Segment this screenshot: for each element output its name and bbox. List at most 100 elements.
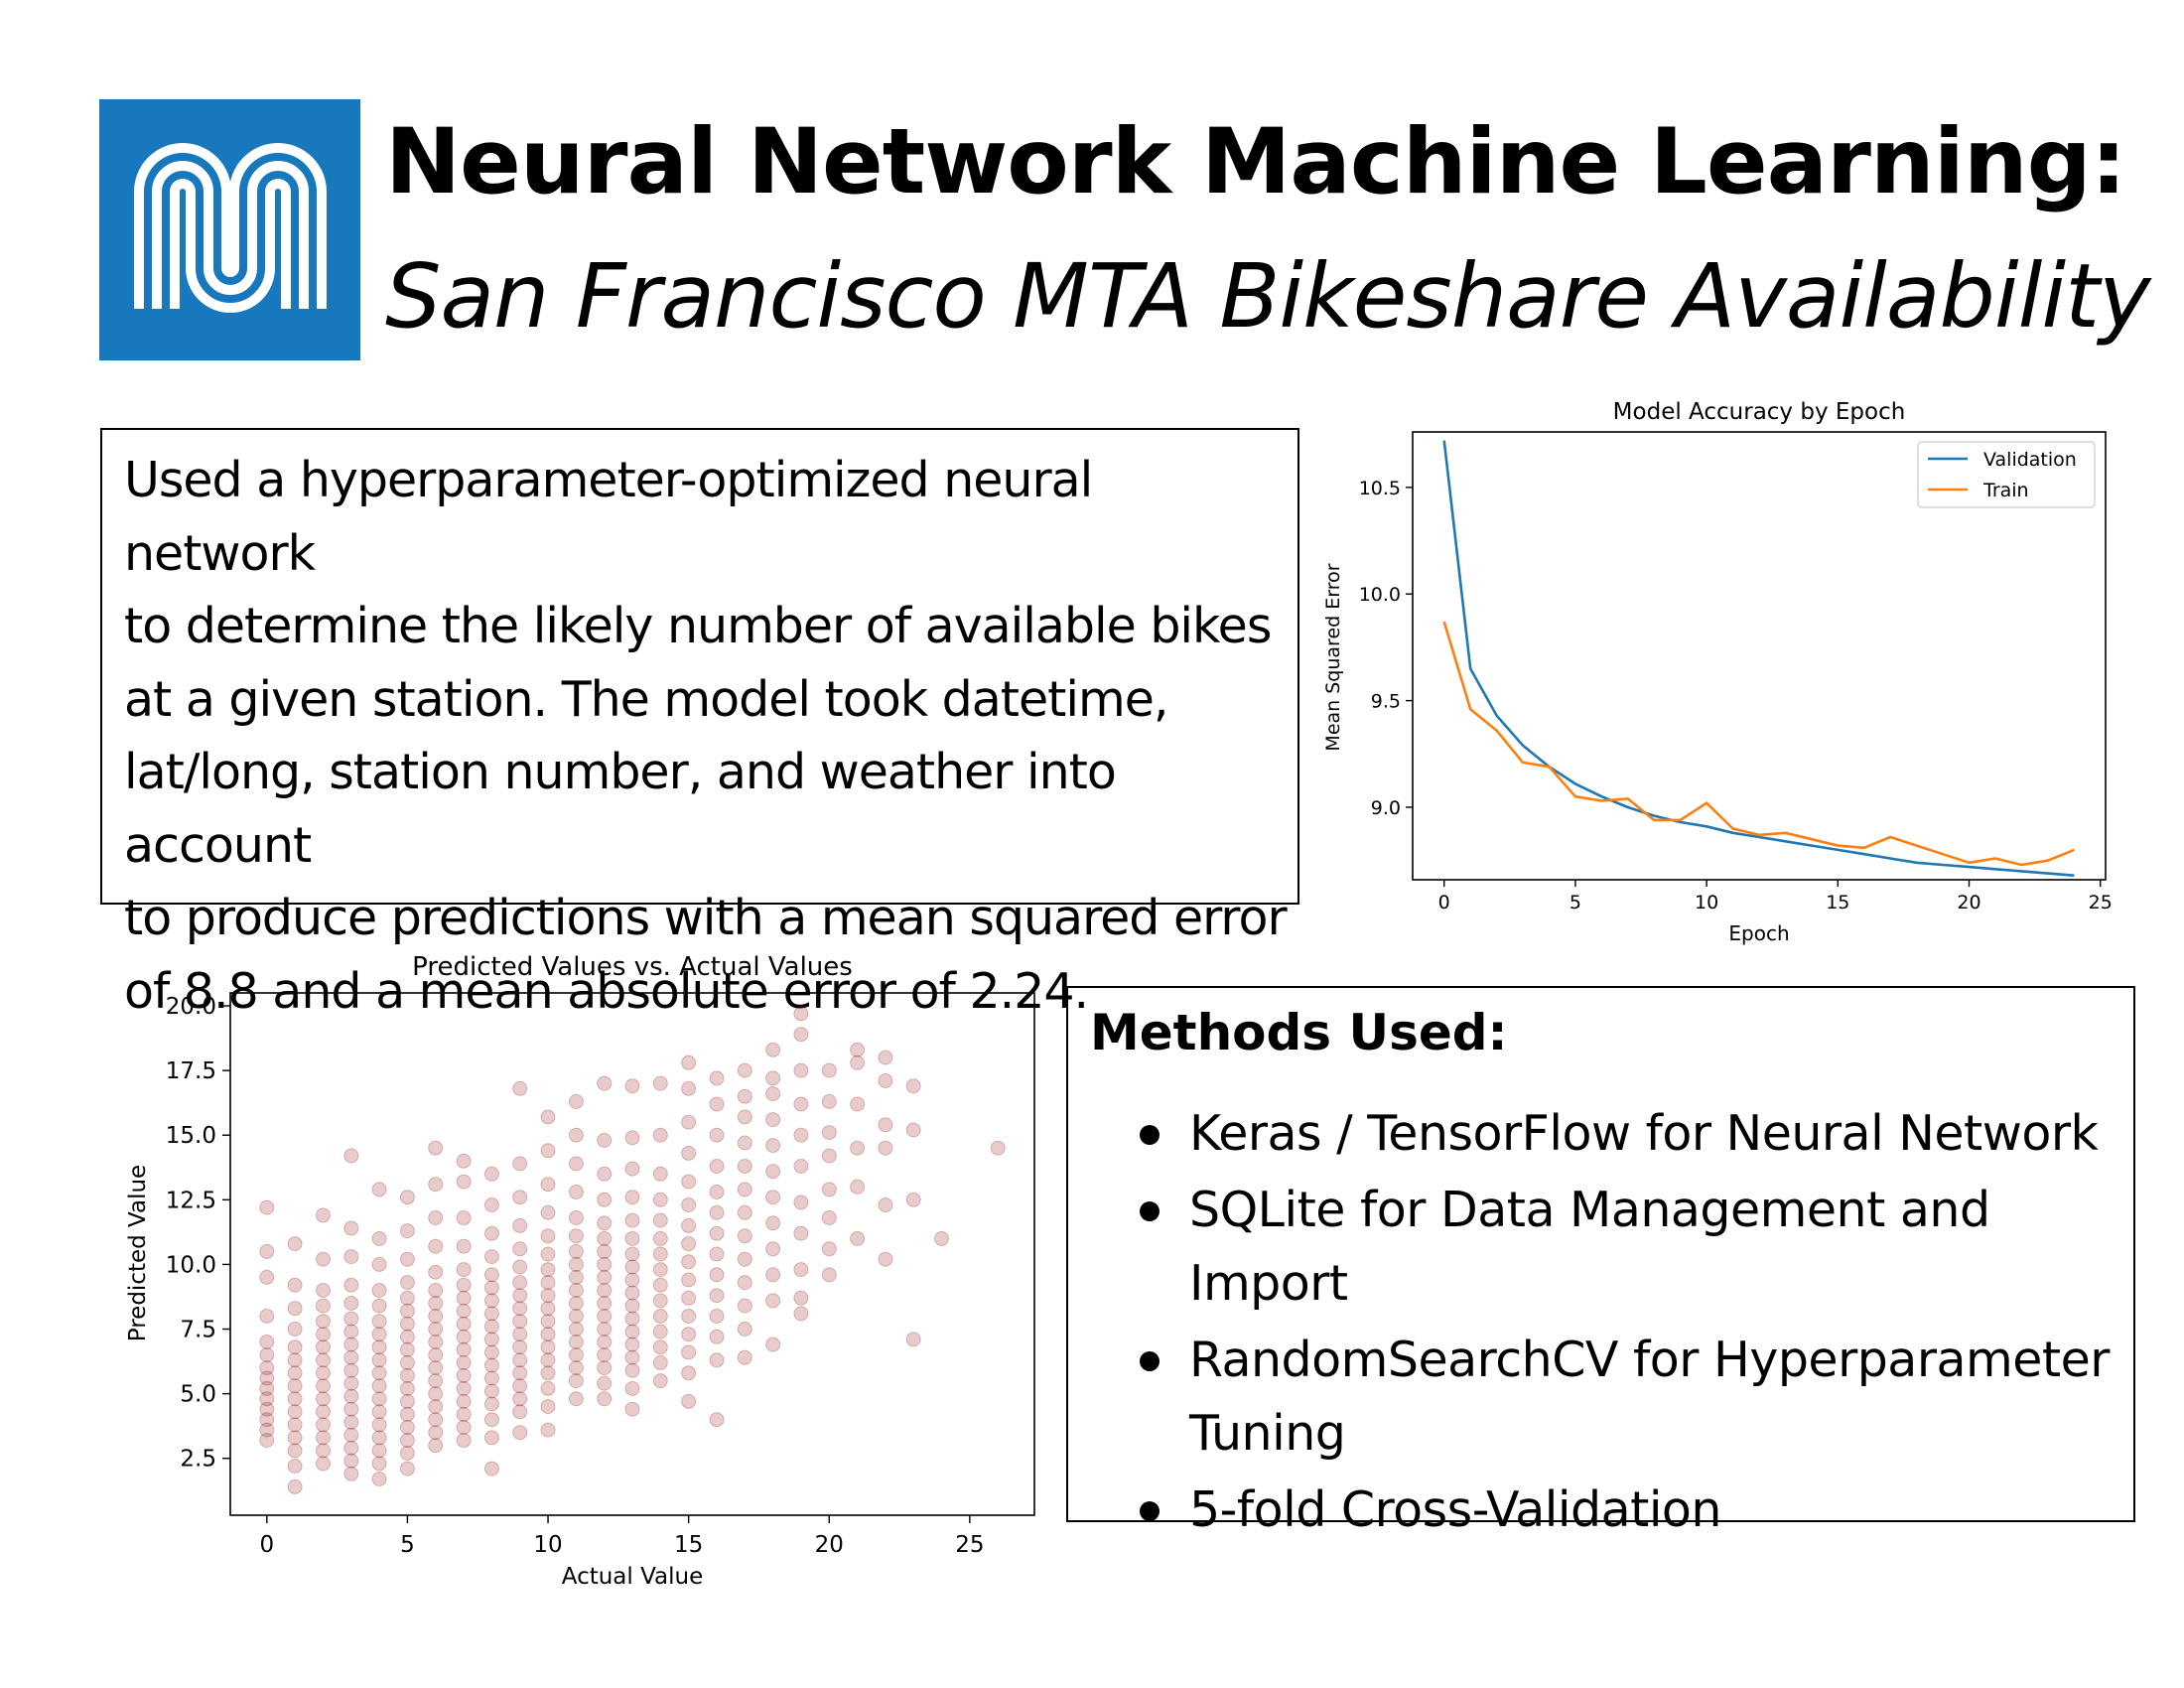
scatter-point [850,1140,866,1156]
scatter-point [287,1417,303,1433]
scatter-point [765,1070,781,1086]
scatter-point [681,1327,697,1342]
scatter-point [371,1417,387,1433]
x-tick-label: 0 [1438,892,1450,914]
scatter-point [737,1275,752,1291]
scatter-point [456,1329,472,1344]
y-tick-label: 12.5 [166,1188,216,1213]
scatter-point [709,1309,725,1324]
scatter-point [399,1380,415,1396]
scatter-point [512,1339,528,1355]
scatter-point [905,1332,921,1347]
scatter-point [568,1210,584,1225]
scatter-point [456,1238,472,1254]
scatter-point [512,1080,528,1096]
scatter-point [343,1349,359,1365]
y-tick-label: 5.0 [180,1382,216,1408]
scatter-point [428,1322,444,1336]
chart-title: Predicted Values vs. Actual Values [412,952,853,982]
y-tick-label: 10.5 [1359,478,1401,499]
muni-worm-icon [134,143,327,313]
scatter-point [568,1243,584,1259]
scatter-point [681,1145,697,1161]
scatter-point [624,1311,640,1327]
scatter-point [343,1427,359,1443]
scatter-point [259,1335,275,1349]
scatter-point [399,1275,415,1291]
scatter-point [456,1303,472,1319]
scatter-point [681,1055,697,1070]
scatter-point [316,1207,331,1223]
scatter-point [259,1269,275,1285]
scatter-point [737,1109,752,1125]
scatter-point [568,1373,584,1389]
scatter-point [737,1182,752,1197]
x-tick-label: 10 [1695,892,1718,914]
scatter-point [259,1199,275,1215]
scatter-point [456,1420,472,1435]
scatter-point [765,1215,781,1231]
y-tick-label: 10.0 [1359,584,1401,606]
scatter-point [652,1339,668,1355]
scatter-point [512,1314,528,1330]
scatter-point [343,1375,359,1391]
scatter-point [483,1280,499,1296]
scatter-point [540,1327,556,1342]
scatter-point [624,1212,640,1228]
scatter-point [765,1241,781,1257]
scatter-point [709,1267,725,1283]
scatter-point [540,1288,556,1304]
scatter-point [316,1404,331,1420]
scatter-point [652,1293,668,1309]
scatter-point [343,1277,359,1293]
scatter-point [793,1290,809,1306]
scatter-point [483,1344,499,1360]
scatter-point [709,1070,725,1086]
scatter-point [456,1277,472,1293]
scatter-point [483,1396,499,1412]
scatter-point [709,1288,725,1304]
scatter-point [793,1096,809,1112]
scatter-point [737,1298,752,1314]
scatter-point [568,1156,584,1172]
scatter-point [316,1378,331,1394]
scatter-point [540,1204,556,1220]
bullet-icon [1140,1501,1160,1521]
list-item: SQLite for Data Management and Import [1140,1174,2132,1321]
scatter-point [850,1096,866,1112]
scatter-point [652,1166,668,1182]
scatter-point [259,1243,275,1259]
scatter-point [371,1298,387,1314]
scatter-point [878,1197,893,1212]
scatter-point [624,1380,640,1396]
scatter-point [709,1096,725,1112]
scatter-point [371,1456,387,1472]
scatter-point [681,1197,697,1212]
x-axis-label: Epoch [1728,921,1789,945]
scatter-point [512,1404,528,1420]
scatter-point [990,1140,1006,1156]
scatter-point [568,1185,584,1199]
scatter-point [681,1114,697,1130]
x-tick-label: 25 [955,1532,984,1558]
scatter-point [456,1262,472,1278]
scatter-point [568,1283,584,1298]
scatter-point [540,1301,556,1317]
scatter-point [597,1243,613,1259]
scatter-point [316,1430,331,1446]
scatter-point [597,1322,613,1336]
scatter-point [624,1401,640,1417]
scatter-point [765,1267,781,1283]
scatter-point [597,1269,613,1285]
scatter-point [512,1425,528,1441]
x-tick-label: 20 [1957,892,1980,914]
scatter-point [456,1341,472,1357]
scatter-point [624,1336,640,1352]
scatter-point [512,1275,528,1291]
scatter-point [681,1393,697,1409]
scatter-point [793,1159,809,1174]
scatter-point [652,1230,668,1246]
scatter-point [765,1293,781,1309]
scatter-point [371,1365,387,1381]
scatter-point [316,1314,331,1330]
